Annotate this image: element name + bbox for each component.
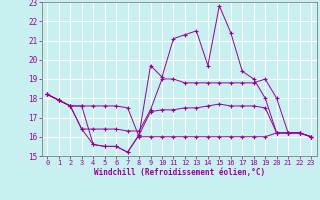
X-axis label: Windchill (Refroidissement éolien,°C): Windchill (Refroidissement éolien,°C) — [94, 168, 265, 177]
